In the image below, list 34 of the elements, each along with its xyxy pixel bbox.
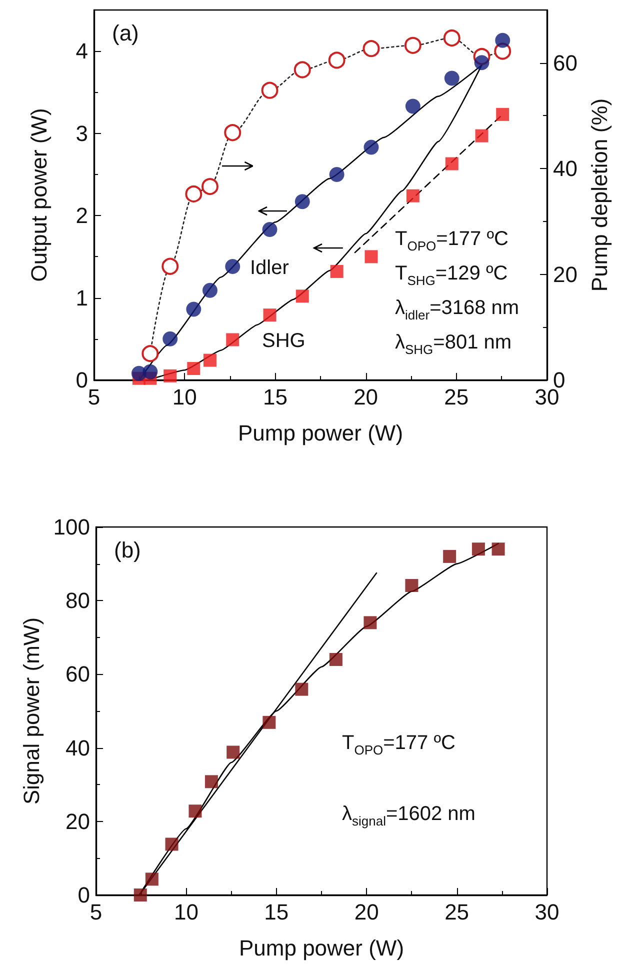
x-tick-label: 25 [444,900,470,924]
y-tick-label: 2 [76,203,88,228]
y-tick-label: 4 [76,38,88,64]
x-tick-label: 30 [534,900,560,924]
x-tick-label: 15 [262,384,288,410]
y-tick-label: 20 [66,808,90,834]
x-tick-label: 15 [264,900,289,924]
y2-tick-label: 20 [553,262,578,287]
y-tick-label: 40 [66,735,90,760]
x-axis-title: Pump power (W) [238,420,404,446]
annotation: SHG [262,330,306,352]
annotation: (a) [112,20,139,46]
y-tick-label: 100 [53,514,90,540]
y-tick-label: 80 [66,588,90,614]
x-tick-label: 20 [354,384,378,410]
x-tick-label: 20 [354,900,379,924]
y-tick-label: 0 [76,368,88,392]
y-tick-label: 1 [76,285,88,310]
y2-tick-label: 60 [553,50,578,76]
x-tick-label: 5 [88,384,100,410]
x-tick-label: 10 [174,900,198,924]
x-tick-label: 10 [172,384,197,410]
y2-tick-label: 40 [553,156,578,182]
y-axis-title: Output power (W) [26,108,52,282]
annotation: (b) [114,538,141,562]
x-tick-label: 5 [90,900,102,924]
y-tick-label: 3 [76,120,88,146]
y-tick-label: 60 [66,662,90,687]
annotation: Idler [250,257,290,279]
x-tick-label: 25 [444,384,469,410]
y-tick-label: 0 [78,882,90,908]
y-axis-title: Signal power (mW) [18,617,44,805]
y2-axis-title: Pump depletion (%) [586,98,612,292]
x-axis-title: Pump power (W) [238,936,404,960]
